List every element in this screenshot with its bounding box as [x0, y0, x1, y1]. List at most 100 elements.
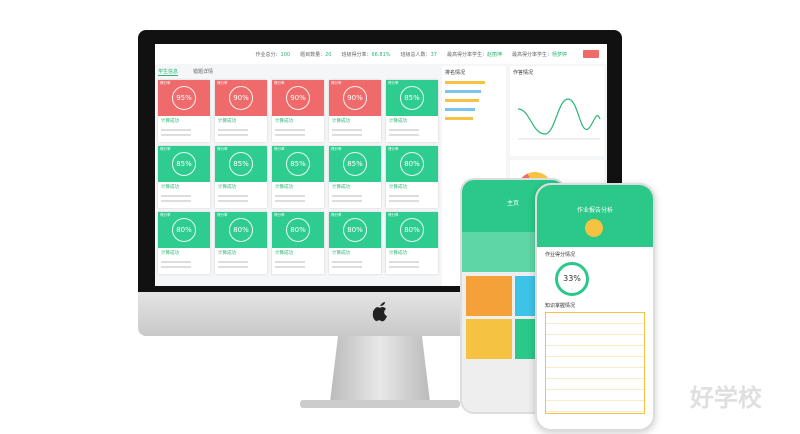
badge: 得分率 — [331, 81, 342, 85]
tab[interactable]: 错题详情 — [193, 69, 214, 75]
score-ring: 85% — [286, 152, 310, 176]
exit-button[interactable] — [583, 50, 599, 58]
score-ring: 80% — [286, 218, 310, 242]
badge: 得分率 — [160, 147, 171, 151]
badge: 得分率 — [274, 213, 285, 217]
rank-bar — [445, 117, 473, 120]
text-line — [389, 266, 419, 268]
student-card[interactable]: 得分率 80% 计算成功 — [272, 212, 324, 274]
student-card[interactable]: 得分率 80% 计算成功 — [386, 146, 438, 208]
score-ring: 80% — [229, 218, 253, 242]
status: 计算成功 — [218, 119, 236, 124]
panel-title: 排名情况 — [445, 70, 466, 76]
stat-value: 20 — [325, 51, 332, 58]
text-line — [389, 261, 419, 263]
status: 计算成功 — [275, 185, 293, 190]
student-card[interactable]: 得分率 80% 计算成功 — [386, 212, 438, 274]
card-top: 得分率 90% — [329, 80, 381, 116]
badge: 得分率 — [388, 213, 399, 217]
status: 计算成功 — [332, 119, 350, 124]
status: 计算成功 — [218, 251, 236, 256]
stat: 班级得分率：66.81% — [341, 51, 390, 58]
student-card[interactable]: 得分率 80% 计算成功 — [215, 212, 267, 274]
card-top: 得分率 85% — [272, 146, 324, 182]
wave-chart — [517, 98, 601, 140]
status: 计算成功 — [389, 185, 407, 190]
score-ring: 95% — [172, 86, 196, 110]
stat-value: 杨梦婷 — [551, 51, 567, 58]
text-line — [275, 261, 305, 263]
status: 计算成功 — [161, 251, 179, 256]
tab[interactable]: 学生信息 — [158, 69, 179, 76]
badge: 得分率 — [331, 147, 342, 151]
text-line — [332, 200, 362, 202]
report-title: 作业报告分析 — [576, 207, 613, 214]
text-line — [218, 134, 248, 136]
text-line — [389, 195, 419, 197]
badge: 得分率 — [274, 81, 285, 85]
phone-report: 作业报告分析 作业得分情况 33% 知识掌握情况 — [535, 183, 655, 431]
status: 计算成功 — [275, 119, 293, 124]
stat-value: 37 — [430, 51, 437, 58]
stand-base — [300, 400, 460, 408]
text-line — [275, 200, 305, 202]
text-line — [161, 266, 191, 268]
student-card[interactable]: 得分率 95% 计算成功 — [158, 80, 210, 142]
text-line — [275, 134, 305, 136]
student-card[interactable]: 得分率 85% 计算成功 — [329, 146, 381, 208]
text-line — [161, 200, 191, 202]
text-line — [389, 200, 419, 202]
stat-value: 赵丽坤 — [486, 51, 502, 58]
student-card[interactable]: 得分率 85% 计算成功 — [386, 80, 438, 142]
card-top: 得分率 80% — [386, 146, 438, 182]
stat-value: 100 — [280, 51, 291, 58]
tile[interactable] — [466, 276, 512, 316]
report-header: 作业报告分析 — [537, 185, 653, 247]
card-top: 得分率 85% — [329, 146, 381, 182]
card-top: 得分率 85% — [386, 80, 438, 116]
text-line — [161, 134, 191, 136]
score-ring: 85% — [343, 152, 367, 176]
score-ring: 33% — [555, 262, 589, 296]
status: 计算成功 — [332, 185, 350, 190]
card-top: 得分率 85% — [215, 146, 267, 182]
student-card[interactable]: 得分率 85% 计算成功 — [158, 146, 210, 208]
score-ring: 80% — [343, 218, 367, 242]
card-top: 得分率 80% — [329, 212, 381, 248]
student-card[interactable]: 得分率 85% 计算成功 — [272, 146, 324, 208]
text-line — [332, 129, 362, 131]
score-ring: 85% — [172, 152, 196, 176]
text-line — [389, 129, 419, 131]
panel-title: 作答情况 — [513, 70, 534, 76]
score-ring: 80% — [400, 152, 424, 176]
section-title: 知识掌握情况 — [545, 303, 576, 309]
badge: 得分率 — [217, 81, 228, 85]
status: 计算成功 — [218, 185, 236, 190]
student-card[interactable]: 得分率 80% 计算成功 — [158, 212, 210, 274]
text-line — [218, 261, 248, 263]
watermark: 好学校 — [690, 384, 762, 412]
badge: 得分率 — [217, 213, 228, 217]
student-card[interactable]: 得分率 80% 计算成功 — [329, 212, 381, 274]
stat-label: 最高得分率学生： — [511, 51, 552, 58]
card-top: 得分率 90% — [215, 80, 267, 116]
score-ring: 80% — [400, 218, 424, 242]
screen: 作业总分：100 题目数量：20 班级得分率：66.81% 班级总人数：37 最高得分率… — [155, 44, 607, 286]
score-ring: 85% — [400, 86, 424, 110]
text-line — [275, 195, 305, 197]
tile[interactable] — [466, 319, 512, 359]
apple-logo — [372, 302, 387, 322]
student-card[interactable]: 得分率 90% 计算成功 — [215, 80, 267, 142]
knowledge-table — [545, 312, 645, 414]
student-card[interactable]: 得分率 90% 计算成功 — [329, 80, 381, 142]
text-line — [218, 266, 248, 268]
student-card[interactable]: 得分率 85% 计算成功 — [215, 146, 267, 208]
card-top: 得分率 80% — [215, 212, 267, 248]
chart-panel: 作答情况 — [510, 66, 604, 156]
score-ring: 85% — [229, 152, 253, 176]
text-line — [332, 195, 362, 197]
card-top: 得分率 80% — [158, 212, 210, 248]
student-card[interactable]: 得分率 90% 计算成功 — [272, 80, 324, 142]
status: 计算成功 — [161, 119, 179, 124]
